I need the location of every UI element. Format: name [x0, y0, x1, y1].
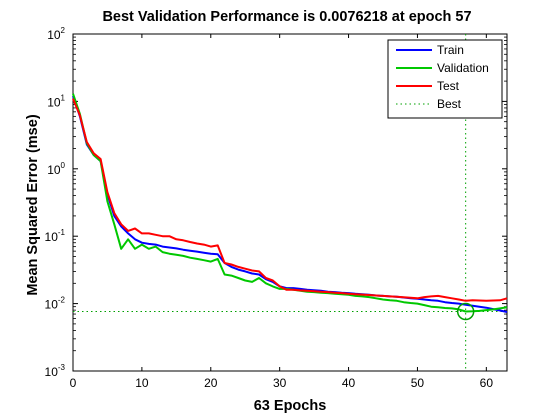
x-tick-label: 0 — [70, 376, 77, 390]
y-tick-label: 100 — [47, 161, 65, 177]
best-marker — [456, 302, 475, 321]
y-axis: 10-3 10-2 10-1 100 101 102 — [45, 26, 507, 379]
legend-label-train: Train — [437, 43, 464, 57]
best-reference-lines — [73, 34, 507, 371]
y-tick-label: 102 — [47, 26, 65, 42]
y-tick-label: 10-2 — [45, 296, 66, 312]
x-tick-label: 20 — [204, 376, 218, 390]
y-tick-label: 101 — [47, 93, 65, 109]
x-tick-label: 50 — [411, 376, 425, 390]
y-tick-label: 10-1 — [45, 228, 66, 244]
x-tick-label: 30 — [273, 376, 287, 390]
chart-title: Best Validation Performance is 0.0076218… — [102, 9, 471, 25]
series-line-train — [72, 95, 508, 313]
legend: Train Validation Test Best — [387, 39, 503, 119]
legend-box — [387, 39, 503, 119]
series-lines — [72, 93, 508, 313]
x-axis-label: 63 Epochs — [254, 398, 327, 414]
x-axis: 0 10 20 30 40 50 60 — [70, 34, 494, 390]
series-line-test — [72, 98, 508, 302]
y-tick-label: 10-3 — [45, 363, 66, 379]
best-point-circle — [456, 302, 475, 321]
legend-label-test: Test — [437, 79, 460, 93]
y-axis-label: Mean Squared Error (mse) — [25, 114, 41, 295]
x-tick-label: 60 — [480, 376, 494, 390]
x-tick-label: 10 — [135, 376, 149, 390]
legend-label-best: Best — [437, 97, 462, 111]
legend-label-validation: Validation — [437, 61, 489, 75]
x-tick-label: 40 — [342, 376, 356, 390]
